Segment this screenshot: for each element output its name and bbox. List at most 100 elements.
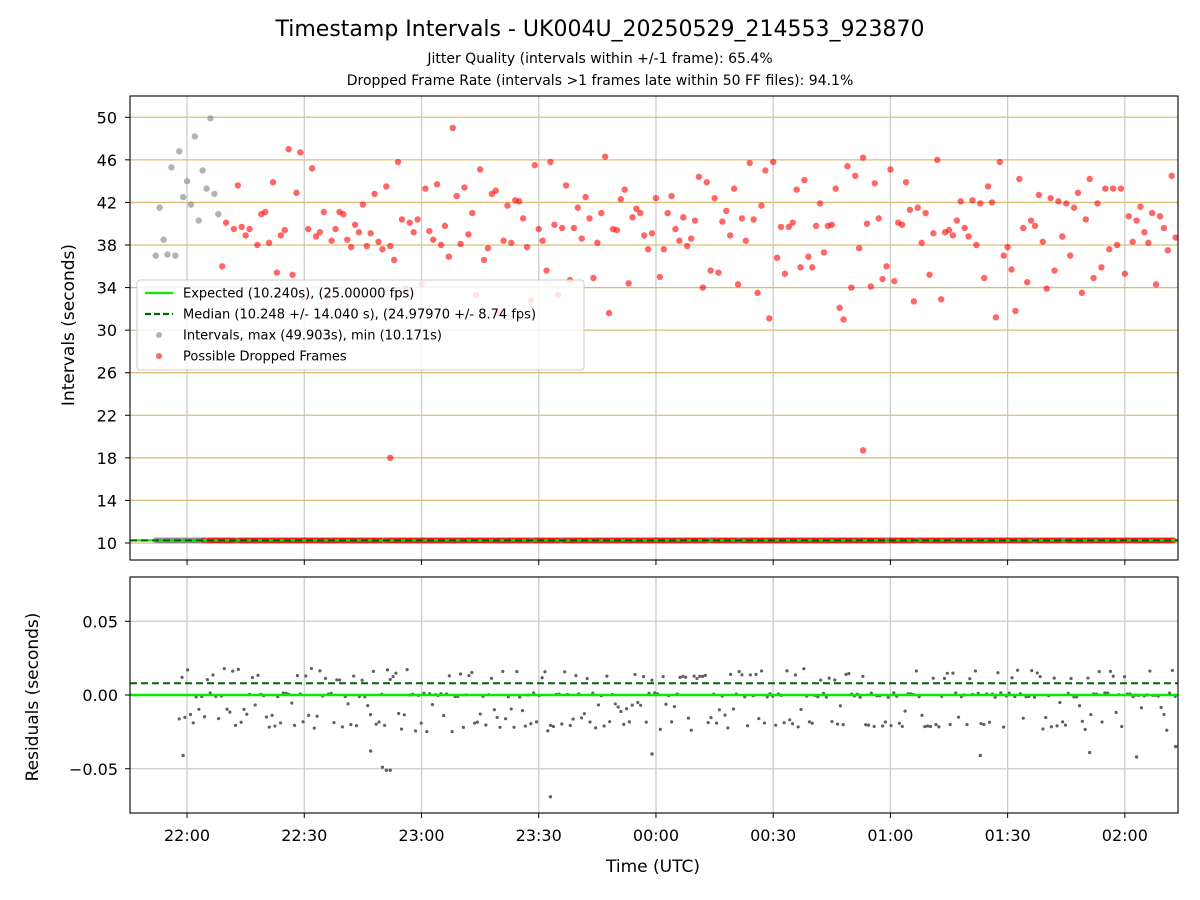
dropped-frame-point [1031,222,1039,230]
residual-point [399,727,404,731]
intervals-y-axis-label: Intervals (seconds) [59,244,79,406]
dropped-frame-point [961,224,968,232]
interval-point [191,133,199,140]
dropped-frame-point [344,236,351,243]
residual-point [231,669,235,673]
dropped-frame-point [519,215,527,222]
residual-point [1148,669,1152,673]
residual-point [900,724,904,729]
residual-point [512,725,516,729]
dropped-frame-point [805,253,812,260]
residual-point [335,678,339,682]
dropped-frame-point [328,237,335,244]
residual-point [653,691,657,695]
residual-point [948,722,952,727]
dropped-frame-point [1160,224,1168,232]
residual-point [703,673,707,677]
dropped-frame-point [406,219,413,226]
residual-point [245,712,249,716]
dropped-frame-point [1020,224,1027,232]
dropped-frame-point [461,184,468,191]
interval-point [179,193,187,201]
dropped-frame-point [973,241,980,249]
residual-point [312,726,316,730]
x-tick-label: 23:00 [398,826,444,845]
dropped-frame-point [1106,246,1113,253]
dropped-frame-point [578,235,585,242]
residual-point [588,720,592,724]
dropped-frame-point [816,200,824,207]
residual-point [785,669,789,673]
dropped-frame-point [1082,216,1089,223]
x-tick-label: 01:30 [985,826,1031,845]
dropped-frame-point [844,163,851,170]
residual-point [594,726,598,730]
dropped-frame-point [730,185,738,192]
residual-point [641,675,646,679]
residual-point [956,715,961,719]
dropped-frame-point [234,182,242,189]
interval-point [207,115,214,122]
residual-point [549,723,553,727]
residual-point [684,675,688,679]
residual-point [672,705,676,709]
dropped-frame-point [797,264,804,271]
residual-point [639,703,643,707]
dropped-frame-point [316,229,324,236]
dropped-frame-point [734,281,742,288]
dropped-frame-point [504,202,511,209]
residual-point [458,672,463,676]
residual-point [281,691,285,695]
dropped-frame-point [551,221,558,228]
dropped-frame-point [926,271,933,278]
residual-point [979,721,983,726]
residual-point [861,674,865,679]
residual-point [633,672,637,677]
residual-point [1086,676,1090,680]
residual-point [352,674,356,678]
residual-point [835,722,840,726]
residual-point [270,713,274,717]
residual-point [827,676,831,680]
dropped-frame-point [359,201,367,208]
dropped-frame-point [363,242,370,250]
residual-point [582,712,586,716]
residual-point [579,716,584,720]
residual-point [799,707,803,712]
dropped-frame-point [875,215,882,222]
residual-point [208,691,212,695]
residual-point [1162,712,1166,717]
dropped-frame-point [1098,264,1105,271]
residual-point [624,707,629,711]
interval-point [195,217,202,224]
residual-point [661,674,665,679]
legend-entry: Median (10.248 +/- 14.040 s), (24.97970 … [145,308,536,323]
residuals-axes-frame [129,576,1179,814]
dropped-frame-point [320,208,328,216]
residual-point [377,720,381,724]
dropped-frame-point [781,270,789,277]
dropped-frame-point [848,284,855,291]
residual-point [942,676,947,680]
dropped-frame-point [793,186,800,193]
residual-point [692,674,696,678]
dropped-frame-point [453,192,460,200]
residual-point [484,723,488,727]
residual-point [1061,720,1065,724]
residual-point [664,702,668,706]
dropped-frame-point [715,269,722,276]
dropped-frame-point [785,223,793,231]
dropped-frame-point [437,241,445,249]
residual-point [681,674,685,679]
residual-point [242,707,246,711]
dropped-frame-point [945,226,953,234]
residual-point [529,722,533,726]
residual-point [518,695,522,699]
residual-point [605,674,609,678]
residual-point [993,695,997,699]
residual-point [802,667,806,671]
residual-point [183,715,187,719]
dropped-frame-point [707,267,714,274]
residual-point [923,724,927,729]
dropped-frame-point [1149,209,1156,217]
